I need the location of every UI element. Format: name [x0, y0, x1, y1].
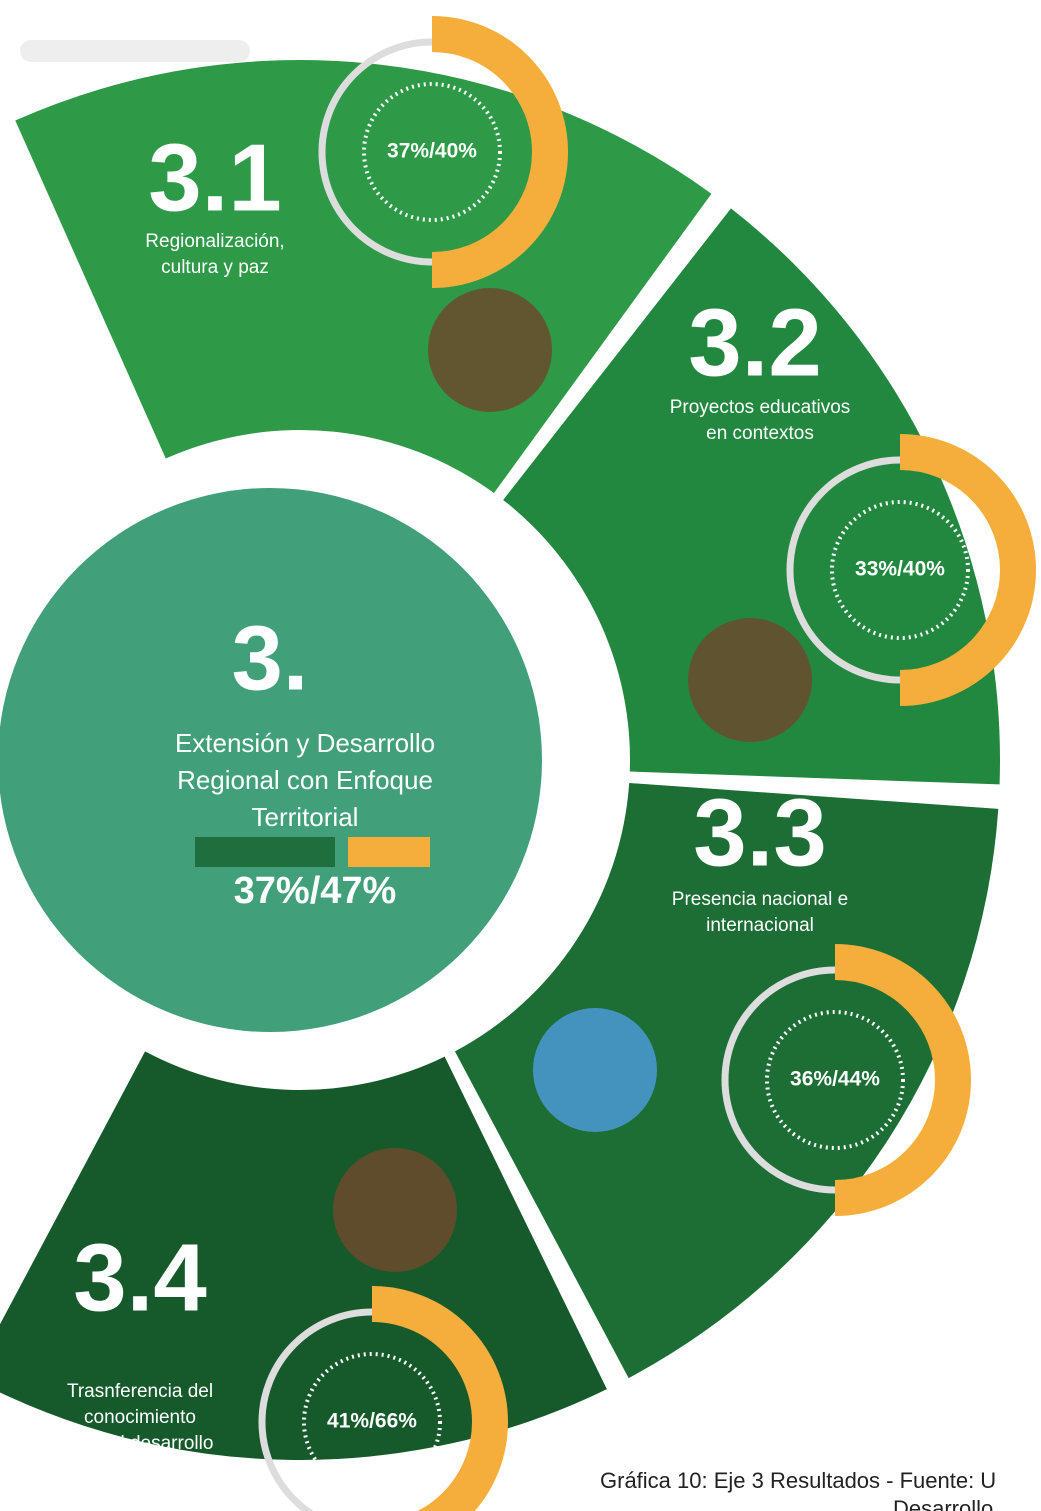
section-number: 3.4: [73, 1224, 206, 1331]
section-label: sostenible: [97, 1485, 183, 1506]
section-number: 3.1: [148, 124, 281, 231]
section-icon: [428, 288, 552, 412]
section-icon: [533, 1008, 657, 1132]
section-label: para el desarrollo: [67, 1433, 214, 1454]
section-label: internacional: [706, 915, 814, 936]
section-number: 3.3: [693, 779, 826, 886]
section-number: 3.2: [688, 289, 821, 396]
progress-bar: [195, 837, 335, 867]
center-title: Regional con Enfoque: [177, 765, 433, 795]
section-label: en contextos: [706, 423, 814, 444]
section-label: Regionalización,: [145, 231, 284, 252]
section-icon: [333, 1148, 457, 1272]
caption: Desarrollo: [893, 1496, 993, 1511]
section-label: Trasnferencia del: [67, 1381, 213, 1402]
top-shadow: [20, 40, 250, 62]
gauge-result: 41%/66%: [327, 1410, 417, 1433]
target-bar: [348, 837, 430, 867]
gauge-result: 36%/44%: [790, 1068, 880, 1091]
section-label: ambientalmente: [72, 1459, 207, 1480]
infographic: 3. Extensión y Desarrollo Regional con En…: [0, 0, 1041, 1511]
center-result: 37%/47%: [234, 870, 397, 912]
caption: Gráfica 10: Eje 3 Resultados - Fuente: U: [600, 1468, 996, 1493]
section-label: Proyectos educativos: [670, 397, 851, 418]
center-number: 3.: [232, 607, 309, 709]
section-label: conocimiento: [84, 1407, 196, 1428]
gauge-result: 33%/40%: [855, 558, 945, 581]
gauge-result: 37%/40%: [387, 140, 477, 163]
section-label: cultura y paz: [161, 257, 269, 278]
center-title: Extensión y Desarrollo: [175, 728, 435, 758]
center-title: Territorial: [252, 802, 359, 832]
section-icon: [688, 618, 812, 742]
section-label: Presencia nacional e: [672, 889, 848, 910]
center-circle: [0, 488, 542, 1032]
